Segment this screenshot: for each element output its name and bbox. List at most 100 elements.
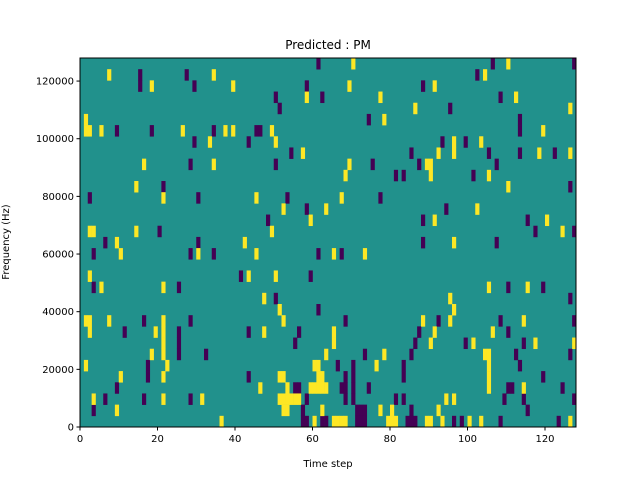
heatmap-cell-high: [149, 348, 154, 361]
heatmap-cell-high: [537, 147, 542, 159]
heatmap-cell-low: [149, 125, 154, 137]
x-tick-label: 40: [229, 434, 242, 445]
heatmap-cell-low: [521, 393, 526, 405]
heatmap-cell-low: [514, 348, 519, 361]
heatmap-cell-low: [459, 415, 464, 428]
heatmap-cell-high: [149, 80, 154, 92]
heatmap-cell-high: [436, 404, 441, 417]
heatmap-cell-high: [134, 225, 139, 238]
heatmap-cell-high: [390, 415, 395, 428]
heatmap-cell-high: [161, 337, 166, 350]
heatmap-cell-high: [347, 80, 352, 92]
heatmap-cell-high: [331, 415, 337, 428]
heatmap-cell-high: [277, 304, 282, 316]
heatmap-cell-high: [308, 214, 313, 227]
heatmap-cell-low: [254, 125, 259, 137]
heatmap-cell-high: [200, 393, 205, 405]
heatmap-cell-high: [483, 69, 488, 81]
heatmap-cell-low: [463, 136, 468, 148]
heatmap-cell-high: [269, 125, 275, 137]
heatmap-cell-low: [401, 359, 406, 372]
heatmap-cell-high: [316, 382, 321, 394]
heatmap-cell-high: [521, 315, 526, 327]
heatmap-cell-low: [91, 281, 96, 294]
heatmap-cell-high: [87, 225, 92, 238]
heatmap-cell-high: [568, 102, 573, 115]
heatmap-cell-high: [118, 371, 123, 383]
x-tick-label: 0: [77, 434, 83, 445]
heatmap-cell-low: [401, 169, 406, 182]
heatmap-cell-high: [161, 315, 166, 327]
heatmap-cell-low: [359, 404, 364, 417]
heatmap-cell-high: [506, 181, 511, 193]
heatmap-cell-low: [498, 91, 503, 104]
heatmap-cell-high: [231, 125, 236, 137]
heatmap-cell-low: [359, 415, 364, 428]
heatmap-cell-high: [289, 393, 294, 405]
y-tick-label: 100000: [36, 134, 74, 145]
heatmap-cell-low: [176, 281, 182, 294]
heatmap-cell-low: [176, 337, 182, 350]
heatmap-cell-high: [432, 214, 437, 227]
heatmap-cell-high: [99, 125, 104, 137]
heatmap-cell-high: [165, 359, 170, 372]
heatmap-cell-high: [107, 69, 112, 81]
heatmap-cell-low: [355, 415, 360, 428]
heatmap-cell-high: [207, 136, 213, 148]
heatmap-cell-low: [405, 415, 410, 428]
heatmap-cell-low: [184, 69, 189, 81]
heatmap-cell-low: [506, 326, 511, 338]
y-tick-label: 40000: [42, 307, 74, 318]
heatmap-cell-high: [277, 393, 282, 405]
heatmap-cell-low: [316, 58, 321, 70]
heatmap-cell-low: [351, 359, 356, 372]
heatmap-cell-high: [161, 192, 166, 204]
heatmap-cell-low: [196, 192, 201, 204]
heatmap-cell-high: [479, 415, 484, 428]
heatmap-cell-high: [324, 203, 329, 215]
x-tick-label: 20: [151, 434, 164, 445]
heatmap-cell-low: [409, 147, 414, 159]
heatmap-cell-high: [428, 415, 433, 428]
y-axis: 0 20000 40000 60000 80000 100000 120000: [36, 77, 80, 434]
heatmap-cell-low: [188, 248, 193, 260]
heatmap-cell-high: [479, 136, 484, 148]
heatmap-cell-low: [304, 80, 309, 92]
heatmap-cell-low: [401, 371, 406, 383]
heatmap-cell-high: [413, 102, 418, 115]
heatmap-cell-low: [304, 203, 309, 215]
heatmap-cell-high: [382, 113, 387, 126]
heatmap-cell-low: [300, 404, 306, 417]
heatmap-cell-low: [145, 371, 151, 383]
heatmap-cell-high: [452, 393, 457, 405]
heatmap-cell-high: [254, 192, 259, 204]
heatmap-cell-low: [393, 169, 399, 182]
heatmap-cell-low: [316, 248, 321, 260]
heatmap-cell-low: [343, 371, 348, 383]
heatmap-cell-low: [142, 393, 147, 405]
heatmap-cell-high: [471, 337, 476, 350]
heatmap-cell-high: [324, 382, 329, 394]
heatmap-cell-low: [475, 69, 480, 81]
heatmap-cell-low: [452, 415, 457, 428]
heatmap-cell-high: [281, 371, 286, 383]
heatmap-cell-low: [541, 371, 546, 383]
heatmap-cell-low: [506, 281, 511, 294]
heatmap-cell-low: [421, 214, 426, 227]
heatmap-cell-low: [258, 125, 263, 137]
heatmap-cell-high: [486, 281, 492, 294]
heatmap-cell-high: [161, 326, 166, 338]
heatmap-cell-low: [572, 225, 577, 238]
heatmap-cell-high: [91, 225, 96, 238]
heatmap-cell-high: [339, 415, 344, 428]
x-axis: 0 20 40 60 80 100 120: [77, 427, 555, 445]
heatmap-cell-low: [343, 382, 348, 394]
heatmap-cell-low: [308, 270, 313, 282]
heatmap-cell-high: [331, 248, 337, 260]
chart-title: Predicted : PM: [285, 38, 371, 52]
heatmap-cell-low: [196, 236, 201, 249]
heatmap-cell-high: [428, 169, 433, 182]
heatmap-cell-low: [176, 348, 182, 361]
heatmap-cell-low: [293, 382, 298, 394]
heatmap-cell-low: [556, 415, 561, 428]
